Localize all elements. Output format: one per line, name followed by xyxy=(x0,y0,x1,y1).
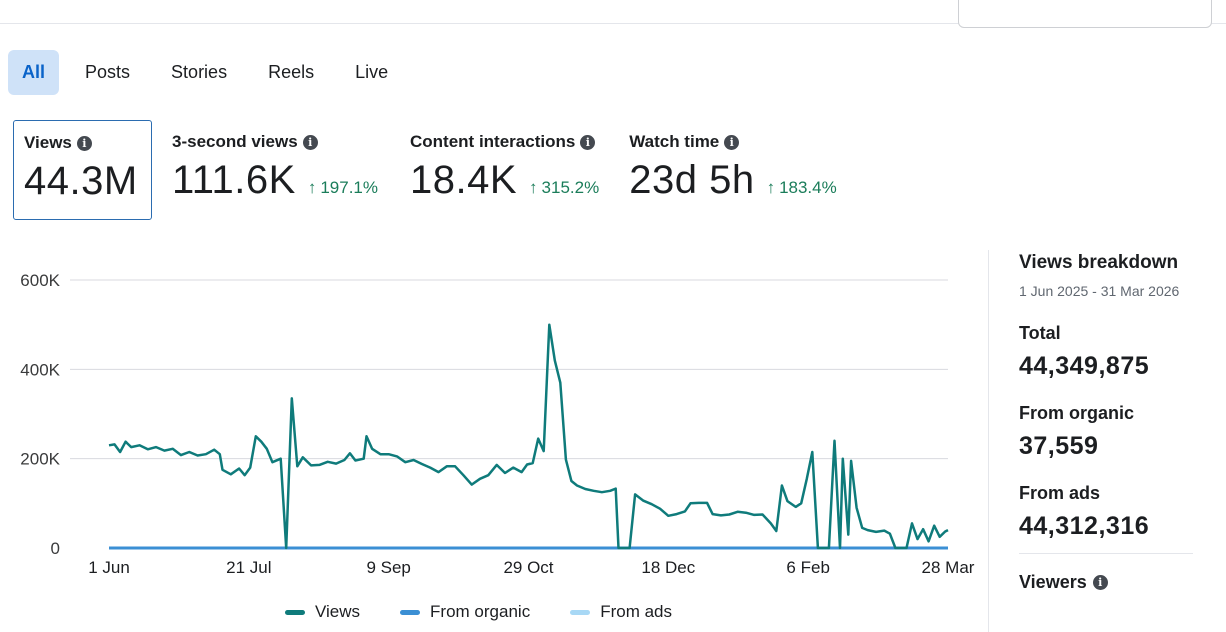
metric-card-watch-time[interactable]: Watch time i 23d 5h ↑ 183.4% xyxy=(619,120,847,220)
info-icon[interactable]: i xyxy=(724,134,740,150)
metric-label: Views xyxy=(24,133,72,152)
top-strip xyxy=(0,0,1226,24)
metric-label: Watch time xyxy=(629,132,720,151)
breakdown-title: Views breakdown xyxy=(1019,252,1179,273)
metric-change: ↑ 315.2% xyxy=(529,178,600,197)
tab-live[interactable]: Live xyxy=(355,62,389,82)
metric-value: 18.4K xyxy=(410,158,518,202)
organic-value: 37,559 xyxy=(1019,432,1099,460)
metric-card-views[interactable]: Views i 44.3M xyxy=(13,120,152,220)
breakdown-date-range: 1 Jun 2025 - 31 Mar 2026 xyxy=(1019,283,1180,299)
x-tick-label: 18 Dec xyxy=(641,558,695,577)
info-icon[interactable]: i xyxy=(1092,575,1108,590)
content-type-tabs: All Posts Stories Reels Live xyxy=(8,50,414,95)
y-tick-label: 0 xyxy=(51,539,60,558)
metric-value: 44.3M xyxy=(24,159,138,203)
total-value: 44,349,875 xyxy=(1019,352,1150,380)
x-tick-label: 6 Feb xyxy=(786,558,829,577)
metric-label: 3-second views xyxy=(172,132,298,151)
y-tick-label: 200K xyxy=(20,450,60,469)
y-tick-label: 600K xyxy=(20,271,60,290)
legend-swatch xyxy=(400,609,421,615)
legend-item-views[interactable]: Views xyxy=(285,602,360,622)
chart-legend: Views From organic From ads xyxy=(285,602,672,622)
x-tick-label: 29 Oct xyxy=(503,558,553,577)
legend-swatch xyxy=(570,609,591,615)
arrow-up-icon: ↑ xyxy=(307,178,317,197)
views-breakdown-panel: Views breakdown 1 Jun 2025 - 31 Mar 2026… xyxy=(1019,252,1219,593)
metrics-row: Views i 44.3M 3-second views i 111.6K ↑ 1… xyxy=(13,120,847,220)
organic-label: From organic xyxy=(1019,403,1135,423)
metric-change: ↑ 183.4% xyxy=(766,178,837,197)
x-tick-label: 28 Mar xyxy=(922,558,975,577)
x-tick-label: 1 Jun xyxy=(88,558,130,577)
tab-posts[interactable]: Posts xyxy=(85,62,131,82)
info-icon[interactable]: i xyxy=(76,135,92,151)
ads-label: From ads xyxy=(1019,483,1101,503)
total-label: Total xyxy=(1019,323,1061,343)
arrow-up-icon: ↑ xyxy=(529,178,538,197)
arrow-up-icon: ↑ xyxy=(766,178,776,197)
legend-item-ads[interactable]: From ads xyxy=(570,602,672,622)
legend-swatch xyxy=(285,609,305,615)
date-range-selector[interactable] xyxy=(958,0,1212,28)
metric-card-3-second-views[interactable]: 3-second views i 111.6K ↑ 197.1% xyxy=(162,120,388,220)
info-icon[interactable]: i xyxy=(580,134,596,150)
views-line-chart[interactable]: 0 200K 400K 600K 1 Jun 21 Jul 9 Sep 29 Oct 18 De… xyxy=(0,250,980,590)
legend-item-organic[interactable]: From organic xyxy=(400,602,530,622)
breakdown-divider xyxy=(1019,553,1193,554)
tab-reels[interactable]: Reels xyxy=(268,62,315,82)
info-icon[interactable]: i xyxy=(302,134,318,150)
views-chart: 0 200K 400K 600K 1 Jun 21 Jul 9 Sep 29 Oct 18 De… xyxy=(0,250,980,632)
metric-change: ↑ 197.1% xyxy=(307,178,379,197)
tab-all[interactable]: All xyxy=(8,50,60,95)
x-tick-label: 21 Jul xyxy=(226,558,271,577)
viewers-heading: Viewers i xyxy=(1019,572,1219,593)
y-tick-label: 400K xyxy=(20,360,60,379)
metric-value: 23d 5h xyxy=(629,158,755,202)
x-tick-label: 9 Sep xyxy=(366,558,410,577)
metric-card-content-interactions[interactable]: Content interactions i 18.4K ↑ 315.2% xyxy=(400,120,609,220)
series-line-views xyxy=(108,323,949,550)
metric-value: 111.6K xyxy=(172,158,296,202)
tab-stories[interactable]: Stories xyxy=(171,62,228,82)
ads-value: 44,312,316 xyxy=(1019,512,1150,540)
metric-label: Content interactions xyxy=(410,132,576,151)
panel-divider xyxy=(988,250,989,632)
viewers-label: Viewers xyxy=(1019,572,1087,592)
